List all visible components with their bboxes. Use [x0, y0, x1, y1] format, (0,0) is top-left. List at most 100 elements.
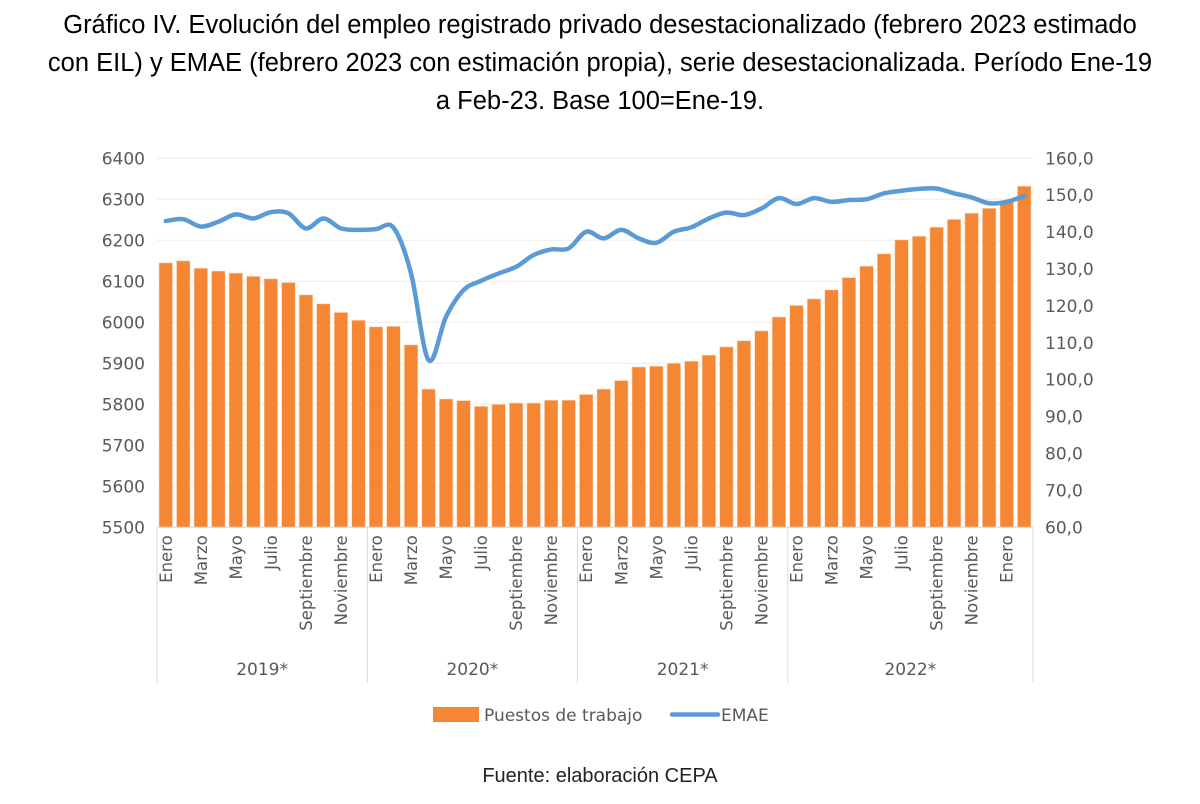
bar — [333, 312, 349, 528]
bar — [211, 270, 226, 528]
left-axis-tick-label: 5800 — [102, 395, 145, 415]
right-axis-tick-label: 80,0 — [1045, 445, 1083, 465]
right-axis-tick-label: 70,0 — [1045, 481, 1083, 501]
left-axis-tick-label: 6300 — [102, 190, 145, 210]
legend-label-puestos: Puestos de trabajo — [484, 706, 642, 726]
bar — [947, 219, 962, 528]
x-tick-label: Septiembre — [928, 535, 947, 630]
bar — [806, 298, 822, 528]
left-axis-tick-label: 5700 — [102, 436, 145, 456]
x-tick-label: Marzo — [823, 535, 842, 585]
x-tick-label: Mayo — [647, 535, 666, 579]
x-tick-label: Enero — [367, 535, 386, 583]
x-tick-label: Marzo — [612, 535, 631, 585]
bar — [193, 267, 208, 528]
bar — [614, 380, 629, 528]
year-group-label: 2022* — [884, 660, 936, 680]
bar — [439, 398, 454, 528]
bar — [474, 406, 489, 528]
x-tick-label: Julio — [893, 535, 912, 571]
x-tick-label: Julio — [262, 535, 281, 571]
bar — [509, 402, 524, 528]
left-axis-tick-label: 5600 — [102, 477, 145, 497]
left-axis-tick-label: 5500 — [102, 518, 145, 538]
bar — [158, 262, 173, 528]
bar — [561, 399, 576, 528]
emae-line — [163, 186, 1027, 364]
chart-title: Gráfico IV. Evolución del empleo registr… — [47, 11, 1153, 115]
bar — [351, 319, 366, 528]
bar — [964, 212, 979, 528]
right-axis-tick-label: 130,0 — [1045, 260, 1094, 280]
left-axis-tick-label: 6200 — [102, 231, 145, 251]
bar — [649, 365, 664, 528]
right-axis-tick-label: 60,0 — [1045, 518, 1083, 538]
x-tick-label: Enero — [157, 535, 176, 583]
x-tick-label: Septiembre — [297, 535, 316, 630]
bar — [824, 289, 839, 528]
bar — [526, 402, 541, 528]
bar — [579, 394, 594, 528]
bar — [982, 208, 997, 528]
bar — [368, 326, 384, 528]
bar — [684, 360, 699, 528]
x-tick-label: Mayo — [227, 535, 246, 579]
right-axis-tick-label: 160,0 — [1045, 149, 1094, 169]
bar — [298, 294, 313, 528]
right-axis-tick-label: 140,0 — [1045, 223, 1094, 243]
bar — [666, 362, 681, 528]
x-tick-label: Marzo — [192, 535, 211, 585]
x-tick-label: Julio — [682, 535, 701, 571]
right-axis-tick-label: 120,0 — [1045, 297, 1094, 317]
bar — [859, 265, 874, 528]
x-tick-label: Noviembre — [752, 535, 771, 625]
left-axis-tick-label: 6100 — [102, 272, 145, 292]
bar — [403, 344, 419, 528]
x-tick-label: Septiembre — [717, 535, 736, 630]
right-axis-tick-label: 100,0 — [1045, 371, 1094, 391]
bar — [246, 276, 261, 528]
bar — [491, 403, 506, 528]
right-axis-tick-label: 90,0 — [1045, 408, 1083, 428]
x-tick-label: Enero — [787, 535, 806, 583]
bar — [719, 346, 734, 528]
bar — [176, 260, 191, 528]
x-tick-label: Noviembre — [542, 535, 561, 625]
bar — [912, 235, 927, 528]
bar — [841, 277, 857, 528]
bar — [386, 326, 401, 528]
source-note: Fuente: elaboración CEPA — [482, 765, 718, 787]
legend-label-emae: EMAE — [721, 706, 769, 726]
bar — [754, 330, 769, 528]
bar — [789, 305, 804, 528]
x-tick-label: Septiembre — [507, 535, 526, 630]
year-group-label: 2021* — [657, 660, 709, 680]
x-tick-label: Mayo — [437, 535, 456, 579]
bar — [281, 282, 296, 528]
bar — [228, 272, 243, 528]
bar — [421, 388, 436, 528]
bar — [999, 201, 1014, 528]
legend-bar-swatch — [433, 707, 479, 722]
x-tick-label: Noviembre — [963, 535, 982, 625]
left-axis-tick-label: 6000 — [102, 313, 145, 333]
bar — [771, 316, 787, 528]
chart: 5500 5600 5700 5800 5900 6000 6100 6200 6300 6400… — [102, 149, 1094, 726]
year-group-label: 2020* — [446, 660, 498, 680]
left-axis-tick-label: 5900 — [102, 354, 145, 374]
right-axis-tick-label: 110,0 — [1045, 334, 1094, 354]
x-tick-label: Julio — [472, 535, 491, 571]
x-tick-label: Marzo — [402, 535, 421, 585]
bar — [1017, 185, 1032, 528]
x-tick-label: Enero — [577, 535, 596, 583]
left-axis-tick-label: 6400 — [102, 149, 145, 169]
bar — [596, 388, 611, 528]
x-tick-label: Enero — [998, 535, 1017, 583]
bar — [894, 239, 909, 528]
bar — [631, 366, 646, 528]
bar — [263, 278, 278, 528]
x-tick-label: Noviembre — [332, 535, 351, 625]
bar — [929, 226, 944, 528]
year-group-label: 2019* — [236, 660, 288, 680]
bar — [877, 253, 892, 528]
